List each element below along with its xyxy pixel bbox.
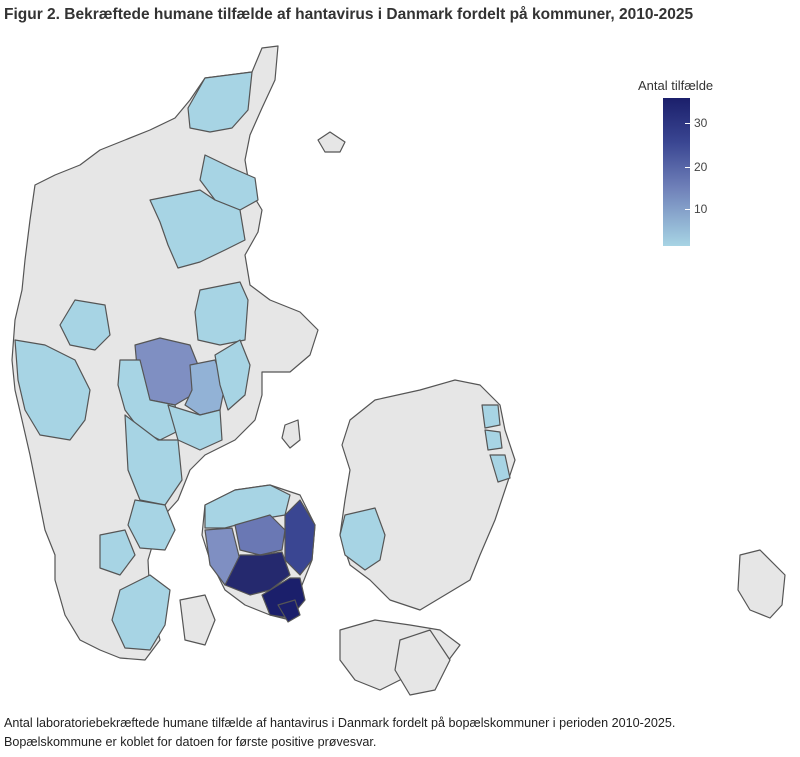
funen-southwest-muni (224, 551, 291, 596)
silkeborg-muni (117, 359, 181, 441)
color-legend: Antal tilfælde 30 20 10 (630, 78, 740, 258)
legend-tick-20: 20 (694, 160, 708, 174)
djursland-coast-island (317, 131, 346, 153)
west-muni-1 (59, 299, 111, 351)
denmark-choropleth-map (0, 36, 800, 700)
legend-tick-30: 30 (694, 116, 708, 130)
south-jutland-muni (111, 574, 171, 651)
south-copenhagen-muni (489, 454, 511, 483)
legend-tickline (685, 209, 690, 210)
funen-central-muni (234, 514, 286, 556)
caption-line-1: Antal laboratoriebekræftede humane tilfæ… (4, 716, 676, 730)
zealand-landmass (339, 379, 516, 611)
west-coast-muni (14, 339, 91, 441)
caption-line-2: Bopælskommune er koblet for datoen for f… (4, 735, 377, 749)
vejle-muni (127, 499, 176, 551)
aarhus-muni (214, 339, 251, 411)
als-island (179, 594, 216, 646)
kolding-area-muni (99, 529, 136, 576)
samso-island (281, 419, 301, 449)
north-muni-2 (149, 189, 246, 269)
kalundborg-muni (339, 507, 386, 571)
legend-tickline (685, 167, 690, 168)
skagen-muni (187, 71, 253, 133)
figure-title: Figur 2. Bekræftede humane tilfælde af h… (4, 6, 694, 23)
mid-north-muni (194, 281, 249, 346)
legend-tick-10: 10 (694, 202, 708, 216)
bornholm-island (737, 549, 786, 619)
north-muni-1 (199, 154, 259, 211)
north-zealand-muni (481, 404, 501, 429)
legend-color-bar (663, 98, 690, 246)
legend-title: Antal tilfælde (638, 78, 714, 93)
figure-caption: Antal laboratoriebekræftede humane tilfæ… (4, 714, 796, 752)
legend-tickline (685, 123, 690, 124)
falster-landmass (394, 629, 451, 696)
herning-area-muni (124, 414, 183, 506)
copenhagen-area-muni (484, 429, 503, 451)
taasinge-island (277, 599, 301, 623)
